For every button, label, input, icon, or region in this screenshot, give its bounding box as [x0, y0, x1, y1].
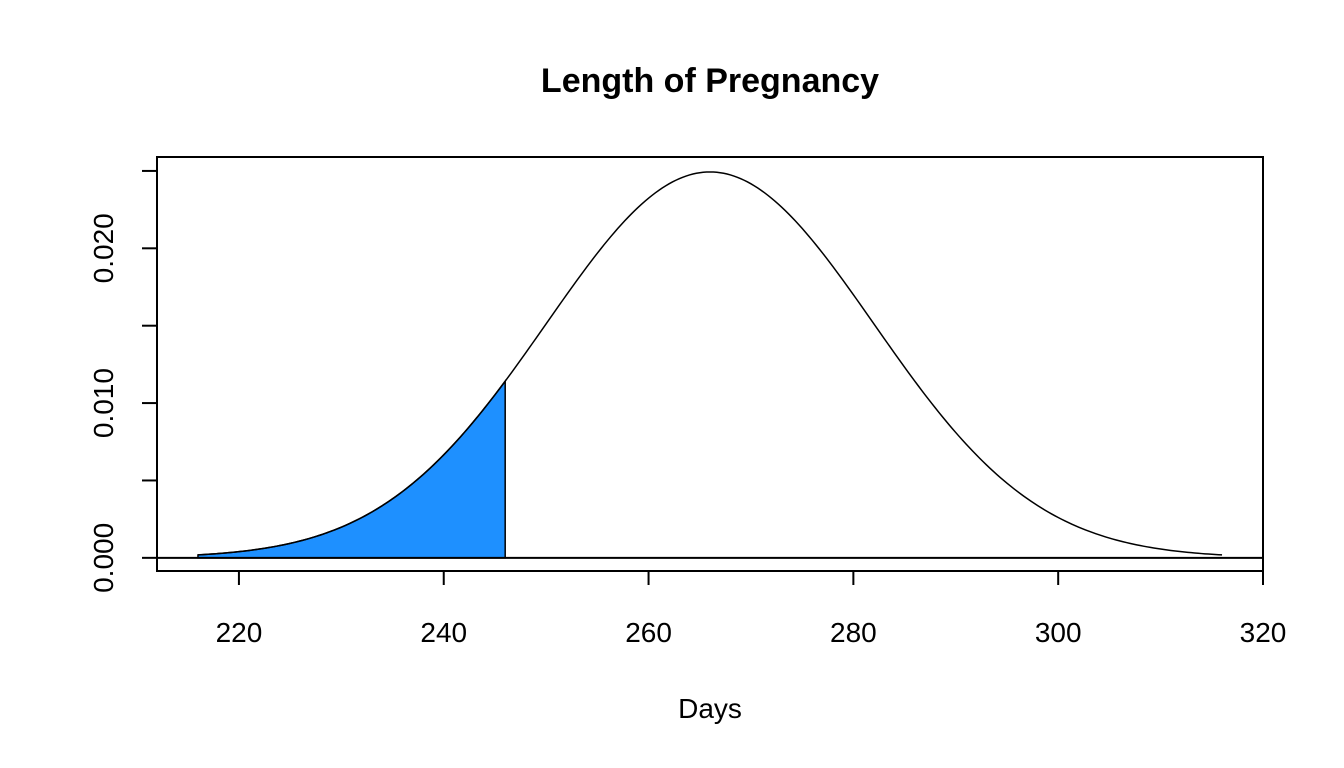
x-tick-label: 260: [625, 617, 672, 648]
x-axis-label: Days: [678, 693, 742, 724]
y-tick-label: 0.000: [88, 523, 119, 593]
y-tick-label: 0.010: [88, 368, 119, 438]
density-curve: [197, 171, 1223, 556]
x-tick-label: 240: [420, 617, 467, 648]
y-axis: 0.000 0.010 0.020: [88, 169, 158, 593]
x-tick-label: 300: [1035, 617, 1082, 648]
x-tick-label: 320: [1240, 617, 1287, 648]
chart-title: Length of Pregnancy: [541, 62, 879, 100]
x-tick-label: 220: [216, 617, 263, 648]
y-tick-label: 0.020: [88, 213, 119, 283]
shaded-tail-area: [197, 378, 506, 559]
x-axis: 220 240 260 280 300 320: [216, 570, 1287, 648]
plot-frame: [156, 156, 1264, 572]
x-tick-label: 280: [830, 617, 877, 648]
